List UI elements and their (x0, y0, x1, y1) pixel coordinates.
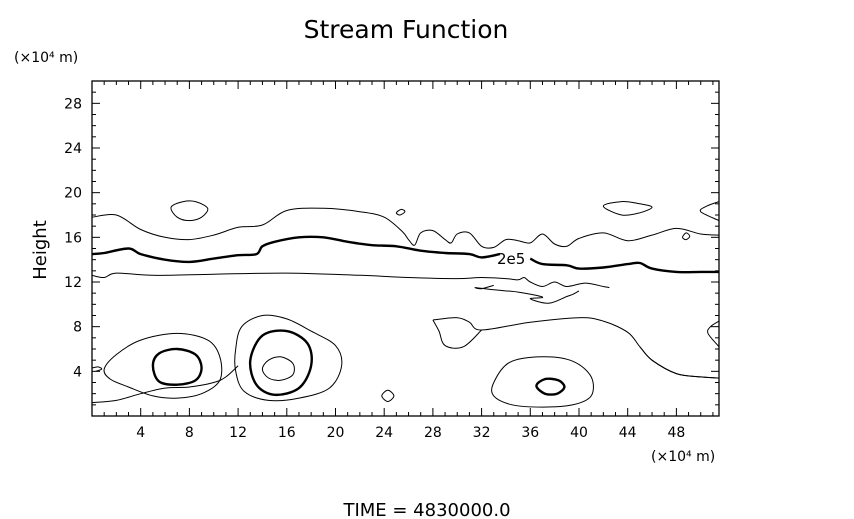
contour-cell3-inner (535, 377, 566, 396)
x-tick-label: 24 (375, 425, 393, 441)
contour-cell3-outer (491, 356, 594, 408)
contour-tiny-left (91, 366, 103, 372)
y-tick-label: 20 (64, 186, 82, 202)
x-tick-label: 48 (667, 425, 685, 441)
x-tick-label: 8 (185, 425, 194, 441)
x-tick-label: 40 (570, 425, 588, 441)
contour-thick-2e5 (91, 235, 501, 264)
contour-islet-44 (602, 201, 653, 216)
contour-dome-thin (432, 317, 720, 379)
contour-thick-2e5-right (529, 257, 719, 274)
time-readout: TIME = 4830000.0 (342, 500, 510, 519)
chart-title: Stream Function (304, 15, 509, 44)
contour-bottom-right-band (639, 346, 720, 379)
y-axis-unit: (×10⁴ m) (14, 50, 78, 66)
x-tick-label: 44 (619, 425, 637, 441)
x-tick-label: 32 (473, 425, 491, 441)
contour-bottom-left-band (91, 365, 239, 404)
x-tick-label: 28 (424, 425, 442, 441)
contour-cell2-inner (261, 356, 295, 381)
x-axis-unit: (×10⁴ m) (651, 449, 715, 465)
y-tick-label: 16 (64, 230, 82, 246)
contour-low-lobe-thin (474, 284, 580, 304)
contour-upper-band-thin (91, 207, 720, 249)
y-tick-label: 28 (64, 96, 82, 112)
contour-cell2-outer (234, 314, 343, 402)
contour-label: 2e5 (497, 250, 525, 268)
contour-islet-7 (170, 200, 209, 222)
y-axis-label: Height (30, 220, 51, 280)
x-tick-label: 12 (229, 425, 247, 441)
x-tick-label: 4 (136, 425, 145, 441)
x-tick-label: 16 (278, 425, 296, 441)
contour-cell2-mid (248, 329, 313, 397)
y-tick-label: 4 (73, 364, 82, 380)
contour-dome-left (432, 319, 482, 349)
contour-lines (91, 200, 720, 408)
y-tick-label: 24 (64, 141, 82, 157)
x-tick-label: 20 (327, 425, 345, 441)
contour-right-edge-top (699, 201, 720, 222)
contour-cell1-inner (151, 347, 203, 386)
contour-right-edge-mid (707, 320, 720, 348)
contour-islet-25 (395, 208, 406, 216)
y-tick-label: 12 (64, 275, 82, 291)
contour-islet-49 (682, 232, 691, 241)
y-tick-label: 8 (73, 320, 82, 336)
x-tick-label: 36 (521, 425, 539, 441)
contour-islet-24 (381, 389, 395, 402)
contour-cell1-outer (103, 332, 223, 399)
contour-lower-band-thin (91, 272, 610, 289)
